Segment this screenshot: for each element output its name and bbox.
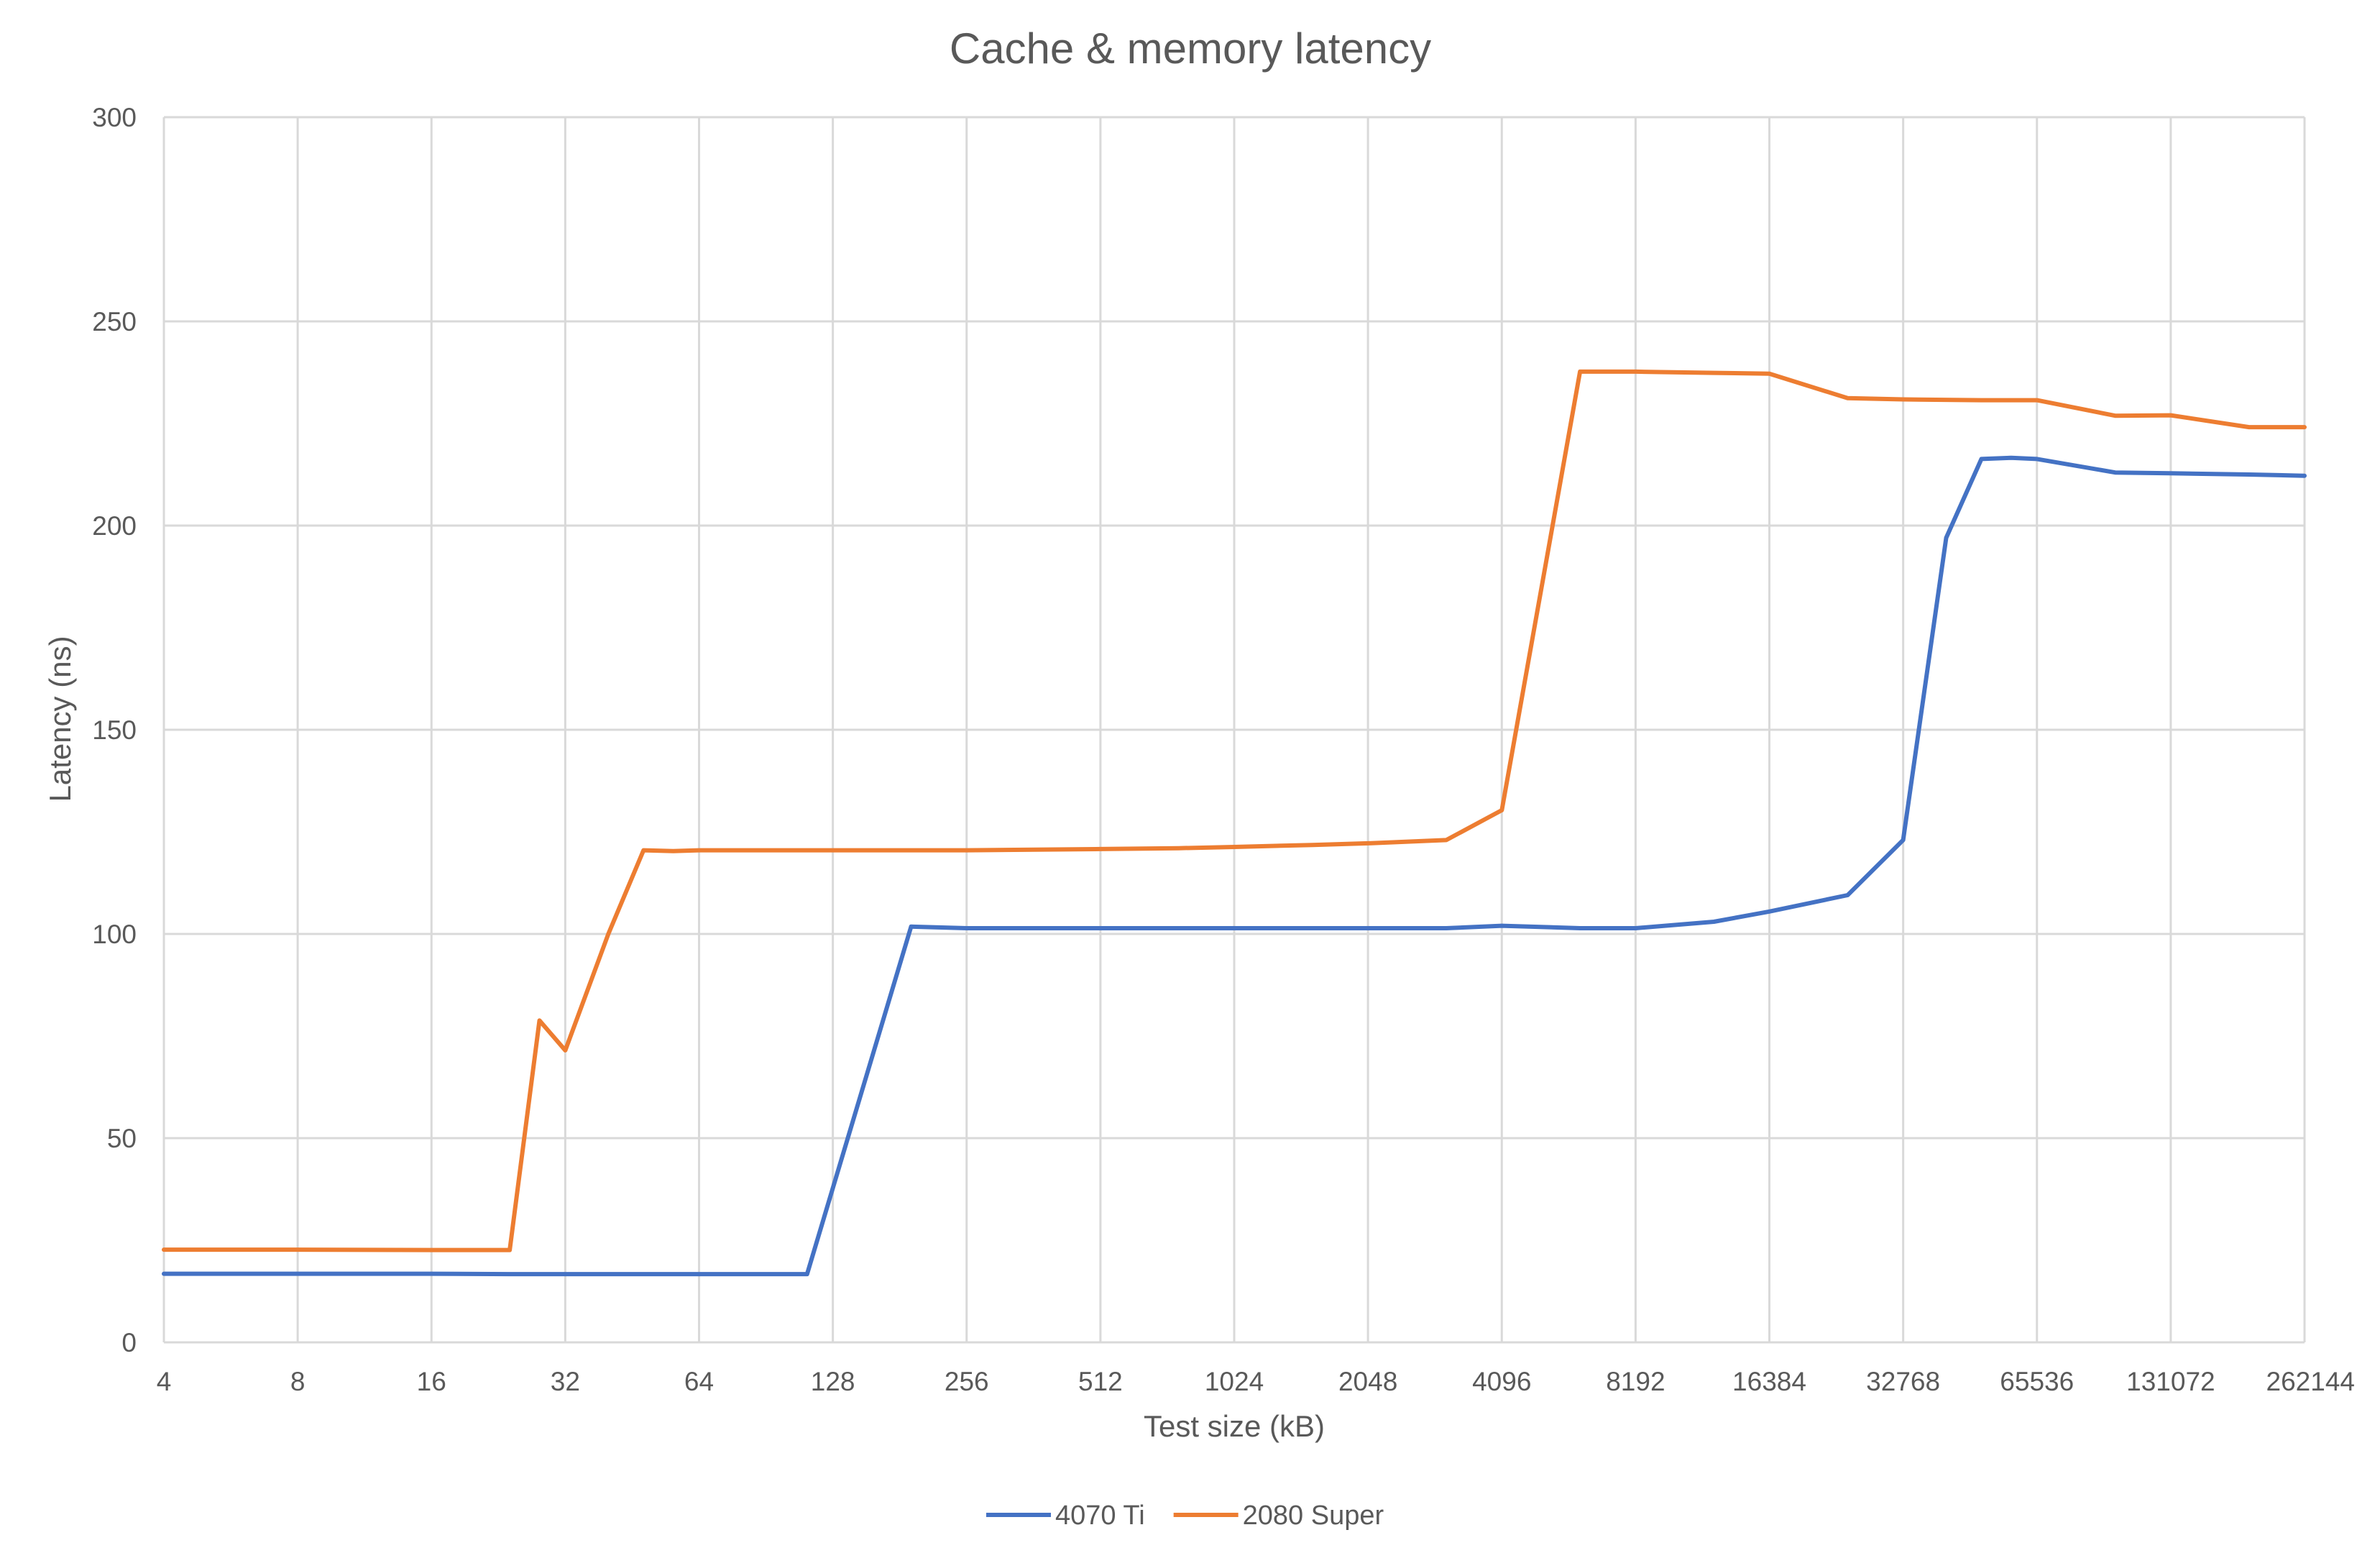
legend: 4070 Ti 2080 Super: [986, 1501, 1384, 1531]
x-tick-label: 128: [811, 1367, 855, 1396]
series-layer: [162, 369, 2307, 1277]
x-tick-label: 16384: [1732, 1367, 1806, 1396]
x-axis-title: Test size (kB): [1144, 1409, 1325, 1443]
y-tick-label: 100: [92, 920, 137, 949]
y-axis-title: Latency (ns): [43, 636, 77, 802]
y-tick-label: 150: [92, 715, 137, 745]
x-tick-label: 8: [290, 1367, 305, 1396]
x-tick-label: 2048: [1338, 1367, 1397, 1396]
chart-title: Cache & memory latency: [950, 24, 1431, 73]
x-tick-label: 512: [1078, 1367, 1123, 1396]
x-tick-label: 4096: [1472, 1367, 1531, 1396]
x-tick-label: 32768: [1866, 1367, 1940, 1396]
x-tick-label: 131072: [2126, 1367, 2215, 1396]
x-tick-label: 4: [157, 1367, 172, 1396]
x-tick-label: 262144: [2266, 1367, 2355, 1396]
x-tick-label: 8192: [1606, 1367, 1665, 1396]
x-tick-label: 65536: [2000, 1367, 2074, 1396]
y-tick-label: 300: [92, 103, 137, 132]
x-tick-label: 1024: [1205, 1367, 1264, 1396]
y-tick-label: 0: [121, 1328, 137, 1357]
series-line-4070-ti: [162, 455, 2307, 1277]
y-tick-labels: 0 50 100 150 200 250 300: [92, 103, 137, 1357]
legend-label: 2080 Super: [1243, 1501, 1384, 1531]
x-tick-label: 256: [945, 1367, 989, 1396]
x-tick-label: 32: [551, 1367, 580, 1396]
y-tick-label: 200: [92, 511, 137, 541]
grid-layer: [162, 116, 2306, 1344]
x-tick-label: 16: [417, 1367, 446, 1396]
y-tick-label: 250: [92, 307, 137, 336]
x-tick-labels: 4 8 16 32 64 128 256 512 1024 2048 4096 8192 16384 32…: [157, 1367, 2355, 1396]
x-tick-label: 64: [684, 1367, 714, 1396]
series-line-2080-super: [162, 369, 2307, 1252]
y-tick-label: 50: [107, 1124, 137, 1153]
legend-label: 4070 Ti: [1055, 1501, 1145, 1531]
